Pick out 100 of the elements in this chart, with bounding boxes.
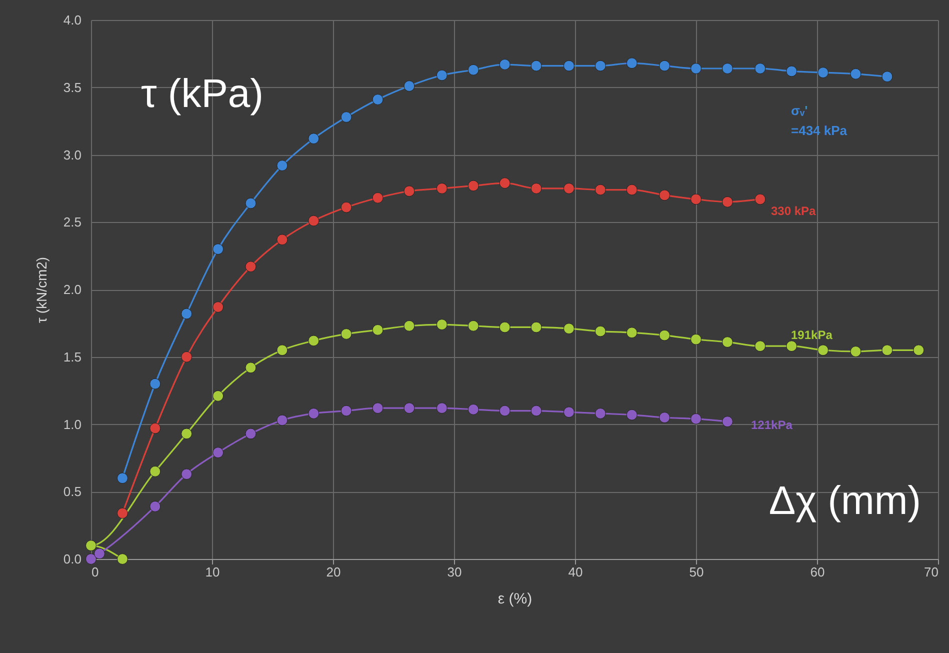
point (563, 182, 574, 194)
point (530, 60, 542, 72)
y-tick-label: 3.5 (63, 80, 82, 95)
point (818, 67, 829, 78)
point (181, 308, 192, 320)
point (308, 408, 320, 419)
series-label: 121kPa (751, 418, 793, 432)
point (181, 468, 192, 480)
point (404, 402, 415, 414)
point (276, 234, 288, 246)
annotation: τ (kPa) (141, 72, 264, 116)
point (436, 319, 448, 330)
point (882, 344, 893, 356)
point (245, 362, 256, 374)
point (659, 330, 670, 341)
point (181, 428, 192, 440)
point (882, 71, 893, 82)
point (404, 80, 415, 92)
point (116, 508, 128, 519)
point (626, 327, 638, 338)
y-tick-label: 2.0 (63, 282, 82, 297)
point (690, 194, 702, 205)
point (754, 194, 766, 205)
point (308, 335, 320, 346)
point (94, 548, 105, 560)
point (690, 413, 702, 424)
y-tick-label: 4.0 (63, 12, 82, 28)
point (436, 402, 448, 414)
x-tick-label: 40 (568, 564, 583, 580)
x-axis-title: ε (%) (498, 590, 532, 608)
y-axis-title: τ (kN/cm2) (33, 256, 50, 324)
point (530, 322, 542, 333)
point (594, 60, 606, 72)
point (276, 344, 288, 356)
y-tick-label: 3.0 (63, 147, 82, 162)
point (913, 344, 924, 356)
y-tick-label: 0.5 (63, 484, 82, 500)
point (722, 196, 733, 208)
point (404, 320, 415, 332)
point (850, 346, 862, 357)
point (468, 64, 479, 76)
point (340, 405, 352, 416)
point (276, 414, 288, 426)
point (150, 378, 161, 390)
point (245, 198, 256, 209)
point (372, 192, 384, 204)
point (690, 63, 702, 74)
point (372, 94, 384, 105)
point (530, 405, 542, 416)
point (659, 412, 670, 423)
point (499, 322, 510, 333)
point (530, 182, 542, 194)
point (181, 351, 192, 362)
point (86, 554, 96, 564)
point (499, 405, 510, 416)
series-label: 330 kPa (771, 204, 816, 218)
point (499, 58, 510, 70)
point (212, 390, 224, 402)
point (626, 409, 638, 420)
point (436, 70, 448, 81)
point (659, 60, 670, 72)
point (786, 66, 798, 77)
point (245, 261, 256, 272)
point (340, 112, 352, 123)
point (150, 422, 161, 434)
y-tick-label: 1.5 (63, 349, 82, 364)
point (150, 500, 161, 512)
point (563, 406, 574, 418)
point (754, 340, 766, 352)
x-tick-label: 60 (810, 564, 825, 580)
point (786, 340, 798, 352)
point (150, 466, 161, 477)
point (690, 334, 702, 345)
point (308, 133, 320, 144)
point (116, 554, 128, 564)
point (722, 416, 733, 428)
point (212, 447, 224, 458)
point (563, 323, 574, 334)
x-tick-label: 30 (447, 564, 462, 580)
point (754, 63, 766, 74)
point (594, 408, 606, 419)
x-tick-label: 10 (205, 564, 220, 580)
annotation: Δχ (mm) (768, 479, 921, 523)
point (372, 402, 384, 414)
point (308, 215, 320, 226)
x-tick-label: 20 (326, 564, 341, 580)
y-tick-label: 2.5 (63, 214, 82, 230)
point (212, 302, 224, 312)
point (86, 540, 96, 552)
point (340, 202, 352, 213)
x-tick-label: 70 (924, 564, 938, 580)
x-tick-label: 0 (92, 564, 99, 580)
point (850, 68, 862, 80)
point (276, 160, 288, 172)
point (245, 428, 256, 440)
point (594, 326, 606, 337)
point (116, 472, 128, 484)
point (818, 344, 829, 356)
point (468, 404, 479, 415)
point (436, 182, 448, 194)
